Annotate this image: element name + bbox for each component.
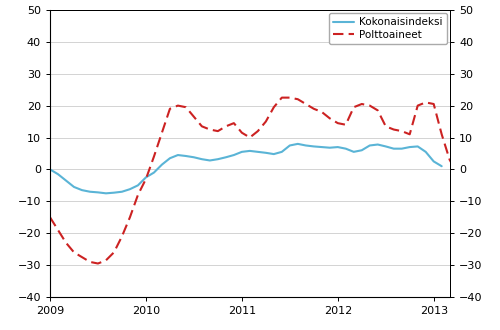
Legend: Kokonaisindeksi, Polttoaineet: Kokonaisindeksi, Polttoaineet bbox=[329, 13, 447, 44]
